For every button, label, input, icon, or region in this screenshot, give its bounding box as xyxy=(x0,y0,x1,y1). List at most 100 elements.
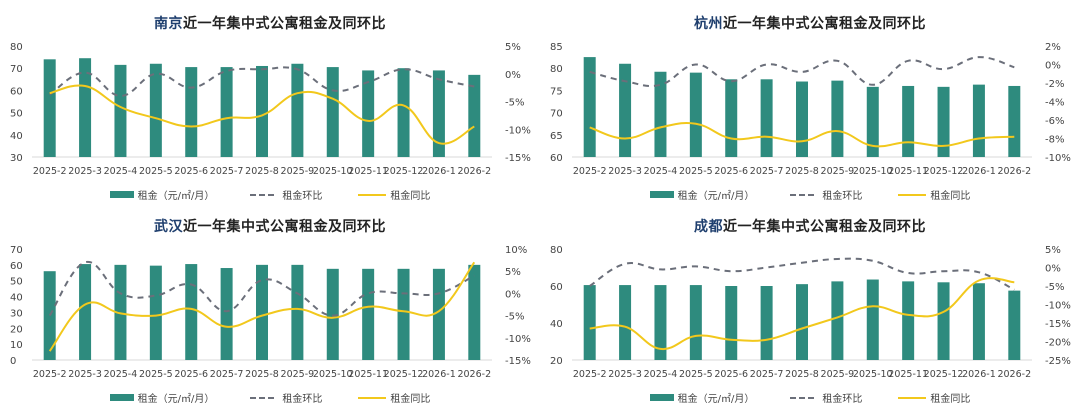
bar-rent xyxy=(1008,85,1021,157)
x-axis-tick-label: 2025-8 xyxy=(245,369,279,380)
left-axis-tick-label: 80 xyxy=(550,245,563,256)
bar-rent xyxy=(432,268,445,360)
bar-rent xyxy=(760,79,773,157)
bar-rent xyxy=(362,70,375,157)
bar-rent xyxy=(689,285,702,360)
x-axis-tick-label: 2025-6 xyxy=(174,166,208,177)
chart-title-suffix: 近一年集中式公寓租金及同环比 xyxy=(723,16,926,32)
chart-title-suffix: 近一年集中式公寓租金及同环比 xyxy=(183,16,386,32)
legend-item-rent: 租金（元/㎡/月） xyxy=(109,390,214,405)
bar-rent xyxy=(397,68,410,157)
x-axis-tick-label: 2026-1 xyxy=(422,166,456,177)
x-axis-tick-label: 2025-3 xyxy=(68,369,102,380)
right-axis-tick-label: -5% xyxy=(1045,282,1064,293)
bar-rent xyxy=(831,281,844,360)
x-axis-tick-label: 2025-12 xyxy=(924,369,964,380)
x-axis-tick-label: 2025-5 xyxy=(139,369,173,380)
bar-rent xyxy=(149,265,162,360)
right-axis-tick-label: -6% xyxy=(1045,116,1064,127)
bar-rent xyxy=(256,264,268,360)
legend-item-mom: 租金环比 xyxy=(790,390,862,405)
bar-rent xyxy=(397,268,410,360)
chart-title-city: 成都 xyxy=(694,219,723,235)
bar-rent xyxy=(43,59,56,157)
right-axis-tick-label: -15% xyxy=(505,153,531,164)
legend-swatch-dashed xyxy=(250,396,275,399)
line-yoy xyxy=(48,261,476,352)
x-axis-tick-label: 2026-2 xyxy=(997,369,1031,380)
bar-rent xyxy=(326,268,339,360)
left-axis-tick-label: 80 xyxy=(10,42,23,53)
right-axis-tick-label: -10% xyxy=(1045,153,1071,164)
legend-label-yoy: 租金同比 xyxy=(930,394,971,405)
chart-legend: 租金（元/㎡/月） 租金环比 租金同比 xyxy=(540,390,1080,405)
x-axis-tick-label: 2025-3 xyxy=(68,166,102,177)
bar-rent xyxy=(972,84,985,157)
bar-rent xyxy=(185,67,198,157)
x-axis-tick-label: 2025-12 xyxy=(924,166,964,177)
line-mom xyxy=(49,66,475,97)
x-axis-tick-label: 2025-2 xyxy=(33,369,67,380)
left-axis-tick-label: 30 xyxy=(10,308,23,319)
right-axis-tick-label: -5% xyxy=(505,98,524,109)
line-mom xyxy=(589,257,1015,291)
x-axis-tick-label: 2025-7 xyxy=(210,369,244,380)
x-axis-tick-label: 2025-2 xyxy=(33,166,67,177)
bar-rent xyxy=(937,86,950,157)
legend-swatch-bar xyxy=(109,191,134,198)
bar-rent xyxy=(362,268,375,360)
x-axis-tick-label: 2026-1 xyxy=(422,369,456,380)
right-axis-tick-label: 0% xyxy=(1045,61,1061,72)
bar-rent xyxy=(725,79,738,157)
legend-item-mom: 租金环比 xyxy=(250,187,322,202)
x-axis-tick-label: 2026-1 xyxy=(962,166,996,177)
legend-swatch-dashed xyxy=(790,396,815,399)
left-axis-tick-label: 30 xyxy=(10,153,23,164)
x-axis-tick-label: 2025-4 xyxy=(104,166,138,177)
legend-item-yoy: 租金同比 xyxy=(898,187,970,202)
chart-panel-nanjing: 南京近一年集中式公寓租金及同环比 30 40 50 60 70 80 -15% -10% -5%… xyxy=(0,0,540,203)
bar-rent xyxy=(654,71,667,157)
legend-label-mom: 租金环比 xyxy=(282,394,323,405)
right-axis-tick-label: 10% xyxy=(505,245,527,256)
bar-rent xyxy=(972,283,985,360)
legend-label-mom: 租金环比 xyxy=(282,191,323,202)
legend-item-rent: 租金（元/㎡/月） xyxy=(649,390,754,405)
bar-rent xyxy=(937,282,950,360)
right-axis-tick-label: 5% xyxy=(505,267,521,278)
x-axis-tick-label: 2025-8 xyxy=(785,166,819,177)
left-axis-tick-label: 20 xyxy=(10,324,23,335)
legend-swatch-line xyxy=(358,193,387,196)
bar-rent xyxy=(689,72,702,157)
bar-rent xyxy=(760,286,773,360)
left-axis-tick-label: 75 xyxy=(550,86,563,97)
x-axis-tick-label: 2025-11 xyxy=(888,166,928,177)
x-axis-tick-label: 2025-10 xyxy=(313,369,353,380)
x-axis-tick-label: 2025-3 xyxy=(608,166,642,177)
bar-rent xyxy=(220,268,233,360)
x-axis-tick-label: 2025-7 xyxy=(750,166,784,177)
x-axis-tick-label: 2025-6 xyxy=(714,166,748,177)
x-axis-tick-label: 2026-1 xyxy=(962,369,996,380)
legend-label-yoy: 租金同比 xyxy=(390,394,431,405)
left-axis-tick-label: 80 xyxy=(550,64,563,75)
x-axis-tick-label: 2025-6 xyxy=(714,369,748,380)
right-axis-tick-label: -10% xyxy=(1045,301,1071,312)
x-axis-tick-label: 2025-11 xyxy=(348,166,388,177)
line-mom xyxy=(48,261,475,317)
chart-title-suffix: 近一年集中式公寓租金及同环比 xyxy=(723,219,926,235)
legend-item-yoy: 租金同比 xyxy=(358,187,430,202)
legend-swatch-line xyxy=(358,396,387,399)
legend-label-rent: 租金（元/㎡/月） xyxy=(137,191,215,202)
right-axis-tick-label: 0% xyxy=(1045,264,1061,275)
bar-rent xyxy=(326,67,339,157)
x-axis-tick-label: 2025-7 xyxy=(750,369,784,380)
left-axis-tick-label: 60 xyxy=(10,261,23,272)
bar-rent xyxy=(1008,290,1021,360)
right-axis-tick-label: -2% xyxy=(1045,79,1064,90)
x-axis-tick-label: 2025-12 xyxy=(384,369,424,380)
x-axis-tick-label: 2026-2 xyxy=(457,166,491,177)
left-axis-tick-label: 60 xyxy=(550,153,563,164)
